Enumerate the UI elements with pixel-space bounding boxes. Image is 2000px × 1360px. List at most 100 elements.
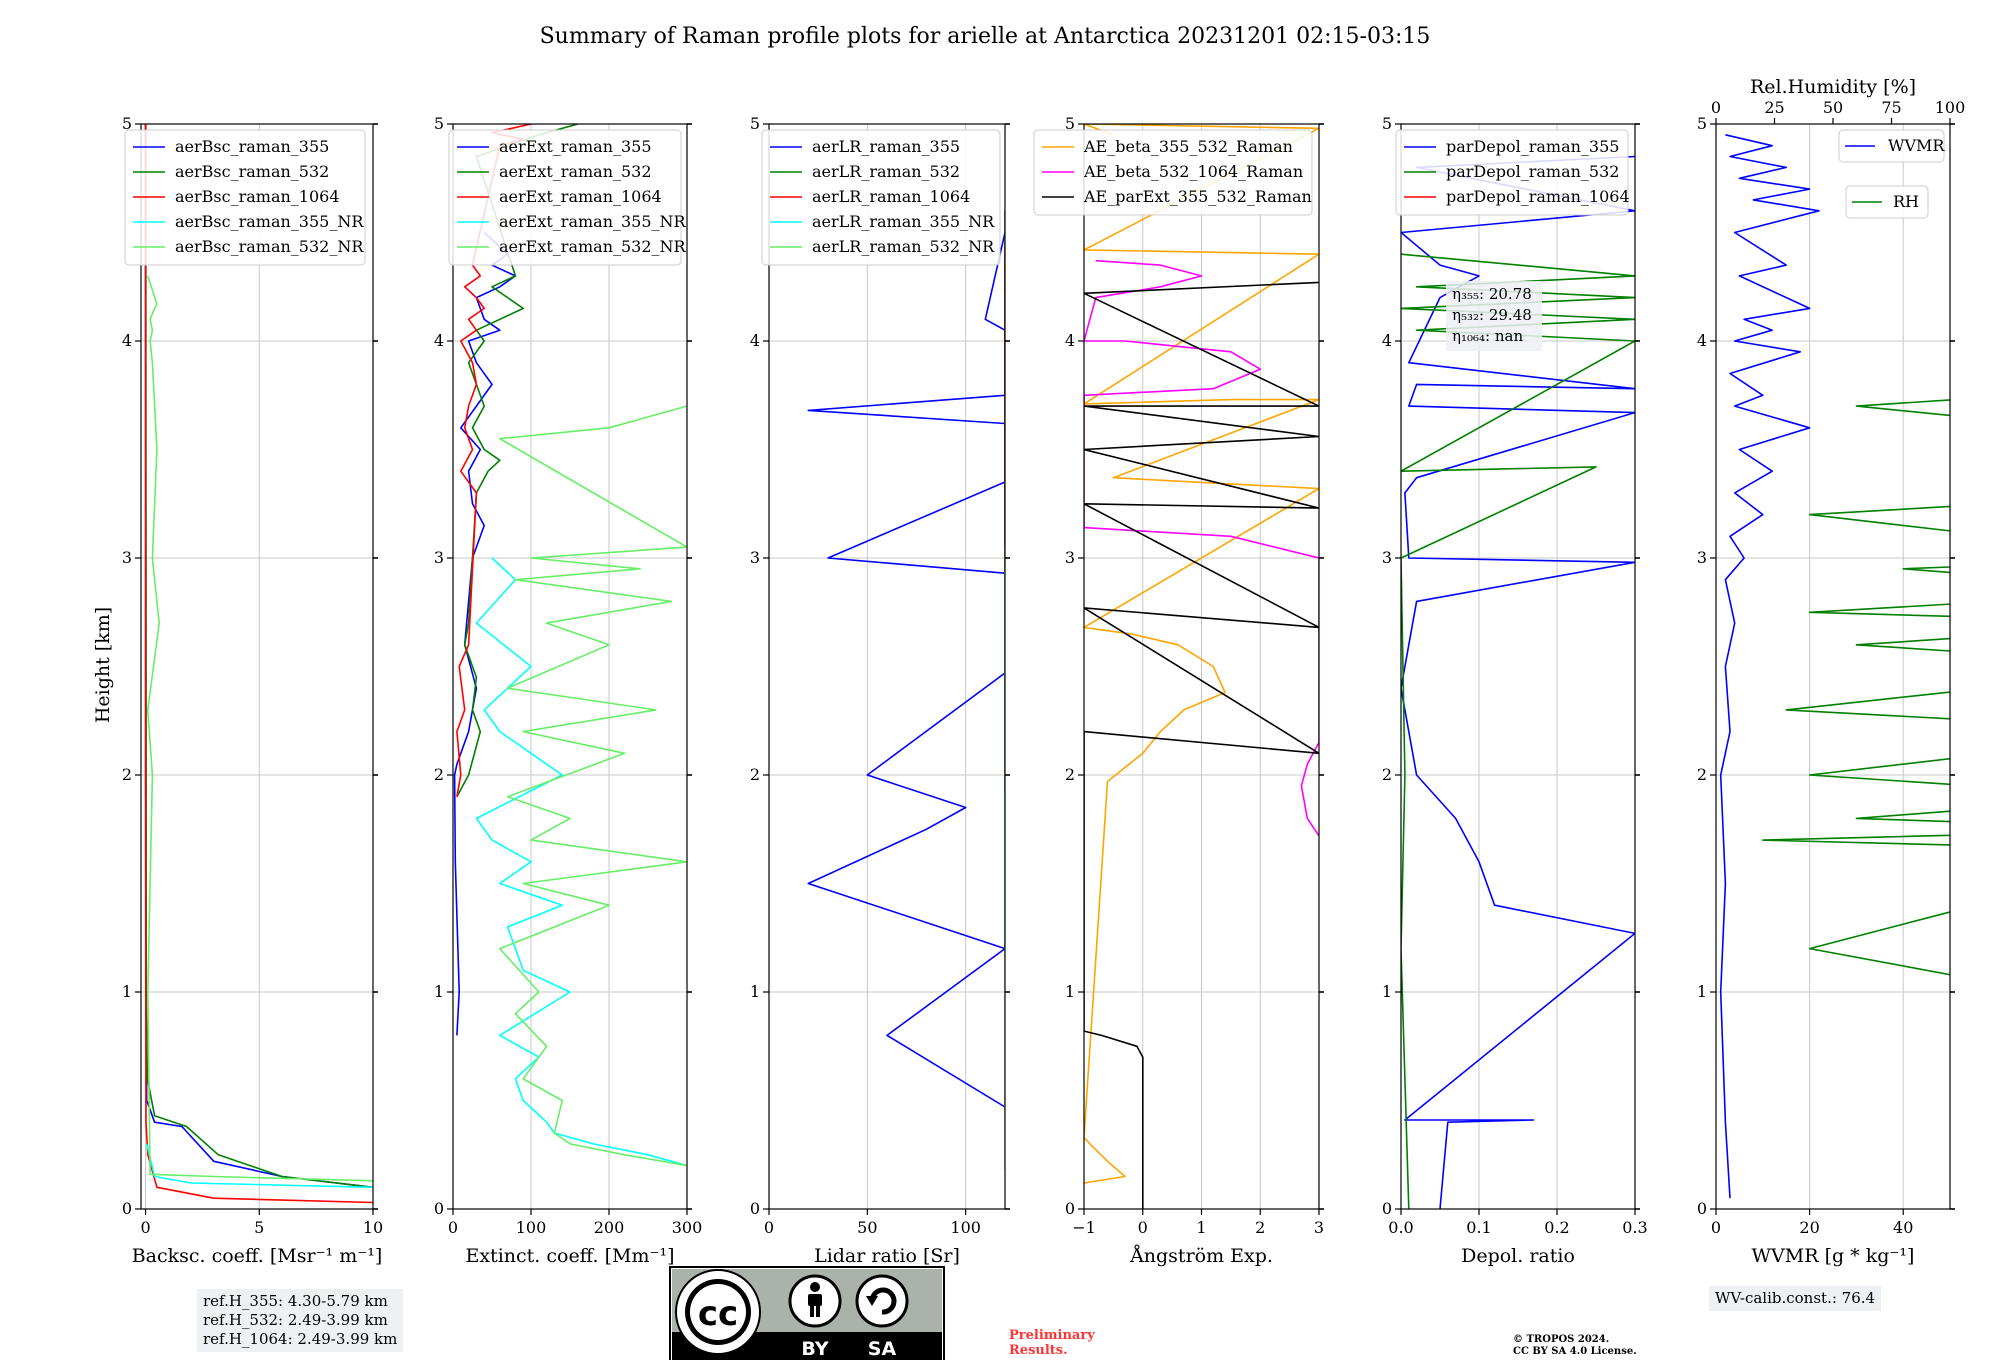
- series-line-aerExt_raman_355: [453, 231, 517, 1036]
- y-tick-label: 4: [1697, 331, 1707, 350]
- series-line-aerBsc_raman_355_NR: [145, 1143, 373, 1189]
- legend-label: aerExt_raman_355: [499, 137, 652, 156]
- preliminary-note: Preliminary Results.: [1009, 1328, 1095, 1358]
- x-tick-label: 50: [857, 1218, 877, 1237]
- eta-annotation: η₅₃₂: 29.48: [1452, 306, 1532, 324]
- x-axis-label: Lidar ratio [Sr]: [814, 1245, 960, 1267]
- series-line-AE_parExt_355_532_Raman: [1084, 281, 1319, 1209]
- x-tick-label: 0: [448, 1218, 458, 1237]
- x-tick-label: 0.2: [1544, 1218, 1569, 1237]
- top-tick-label: 75: [1881, 98, 1901, 117]
- panel-1: 0 5 10 0 1 2 3 4 5 Backsc. coeff. [Msr⁻¹ m⁻¹] aerB…: [122, 114, 383, 1267]
- legend-label: aerExt_raman_532: [499, 162, 652, 181]
- secondary-axis-label: Rel.Humidity [%]: [1750, 76, 1916, 98]
- series-line-parDepol_raman_355: [1401, 155, 1635, 1209]
- sa-text: SA: [868, 1338, 897, 1360]
- series-group: [144, 124, 373, 1204]
- x-tick-label: 5: [254, 1218, 264, 1237]
- x-tick-label: 200: [594, 1218, 625, 1237]
- y-tick-label: 2: [750, 765, 760, 784]
- panel-5: 0.0 0.1 0.2 0.3 0 1 2 3 4 5 Depol. ratio parDepol_r…: [1382, 114, 1648, 1267]
- y-tick-label: 0: [434, 1199, 444, 1218]
- y-tick-label: 3: [1697, 548, 1707, 567]
- legend-box: [1033, 129, 1313, 216]
- legend-label: aerExt_raman_1064: [499, 187, 662, 206]
- x-tick-label: 20: [1799, 1218, 1819, 1237]
- x-tick-label: 0.3: [1622, 1218, 1647, 1237]
- axes-frame: [140, 123, 374, 1210]
- copyright-line-2: CC BY SA 4.0 License.: [1513, 1346, 1637, 1357]
- series-group: [807, 210, 1005, 1170]
- x-axis-label: Backsc. coeff. [Msr⁻¹ m⁻¹]: [132, 1245, 383, 1267]
- x-axis-label: Ångström Exp.: [1129, 1245, 1273, 1267]
- x-tick-label: 0.1: [1466, 1218, 1491, 1237]
- y-tick-label: 5: [750, 114, 760, 133]
- legend-label: aerLR_raman_1064: [812, 187, 970, 206]
- legend-label: parDepol_raman_532: [1446, 162, 1619, 181]
- y-tick-label: 4: [750, 331, 760, 350]
- legend-label: WVMR: [1888, 136, 1945, 155]
- x-tick-label: 1: [1196, 1218, 1206, 1237]
- top-tick-label: 100: [1935, 98, 1966, 117]
- axes-frame: [452, 123, 688, 1210]
- series-line-AE_beta_532_1064_Raman: [1084, 259, 1319, 837]
- y-tick-label: 5: [1065, 114, 1075, 133]
- legend-label: aerBsc_raman_1064: [175, 187, 340, 206]
- legend-label: aerLR_raman_355_NR: [812, 212, 995, 231]
- axes-frame: [768, 123, 1006, 1210]
- x-axis-label: Depol. ratio: [1461, 1245, 1575, 1267]
- panel-3: 0 50 100 0 1 2 3 4 5 Lidar ratio [Sr] aerLR_raman_…: [750, 114, 1010, 1267]
- y-tick-label: 0: [750, 1199, 760, 1218]
- legend-label: aerBsc_raman_355: [175, 137, 329, 156]
- eta-annotation: η₃₅₅: 20.78: [1452, 285, 1532, 303]
- y-tick-label: 1: [434, 982, 444, 1001]
- y-tick-label: 5: [434, 114, 444, 133]
- series-line-aerBsc_raman_532_NR: [147, 275, 373, 1182]
- legend-box: [124, 129, 366, 266]
- legend-label: parDepol_raman_1064: [1446, 187, 1630, 206]
- series-line-parDepol_raman_532: [1401, 253, 1635, 1209]
- y-tick-label: 4: [1382, 331, 1392, 350]
- series-line-AE_beta_355_532_Raman: [1084, 124, 1319, 1184]
- series-line-aerLR_raman_355: [807, 232, 1005, 1108]
- legend-box-wvmr: [1838, 129, 1945, 163]
- series-line-aerExt_raman_532: [456, 124, 579, 798]
- copyright-line-1: © TROPOS 2024.: [1513, 1334, 1610, 1345]
- y-tick-label: 5: [1382, 114, 1392, 133]
- series-line-aerExt_raman_532_NR: [498, 405, 687, 1167]
- sharealike-icon: [855, 1274, 909, 1328]
- series-line-aerExt_raman_355_NR: [475, 557, 687, 1167]
- top-tick-label: 25: [1764, 98, 1784, 117]
- x-tick-label: 100: [950, 1218, 981, 1237]
- series-line-WVMR: [1719, 134, 1820, 1199]
- y-tick-label: 0: [122, 1199, 132, 1218]
- axes-frame: [1715, 123, 1951, 1210]
- y-tick-label: 0: [1065, 1199, 1075, 1218]
- x-tick-label: 300: [672, 1218, 703, 1237]
- ref-height-532: ref.H_532: 2.49-3.99 km: [203, 1311, 388, 1329]
- series-group: [453, 124, 687, 1167]
- y-tick-label: 2: [1382, 765, 1392, 784]
- legend-label: aerLR_raman_532: [812, 162, 960, 181]
- ref-height-1064: ref.H_1064: 2.49-3.99 km: [203, 1330, 398, 1348]
- y-tick-label: 0: [1382, 1199, 1392, 1218]
- legend-label: AE_beta_532_1064_Raman: [1083, 162, 1303, 181]
- x-tick-label: 2: [1255, 1218, 1265, 1237]
- y-tick-label: 3: [122, 548, 132, 567]
- y-axis-label: Height [km]: [92, 607, 114, 723]
- legend-box: [448, 129, 682, 266]
- y-tick-label: 3: [434, 548, 444, 567]
- copyright-note: © TROPOS 2024. CC BY SA 4.0 License.: [1513, 1334, 1637, 1358]
- wv-calibration-box: WV-calib.const.: 76.4: [1709, 1286, 1882, 1311]
- ref-height-355: ref.H_355: 4.30-5.79 km: [203, 1292, 388, 1310]
- panel-6: 0 20 40 0 1 2 3 4 5 WVMR [g * kg⁻¹] 0 25 50 75 100 Rel.…: [1697, 76, 1966, 1267]
- x-tick-label: 0: [764, 1218, 774, 1237]
- y-tick-label: 2: [1697, 765, 1707, 784]
- y-tick-label: 1: [1382, 982, 1392, 1001]
- legend-box: [1395, 129, 1629, 216]
- top-tick-label: 0: [1711, 98, 1721, 117]
- y-tick-label: 1: [1065, 982, 1075, 1001]
- y-tick-label: 3: [1065, 548, 1075, 567]
- y-tick-label: 4: [122, 331, 132, 350]
